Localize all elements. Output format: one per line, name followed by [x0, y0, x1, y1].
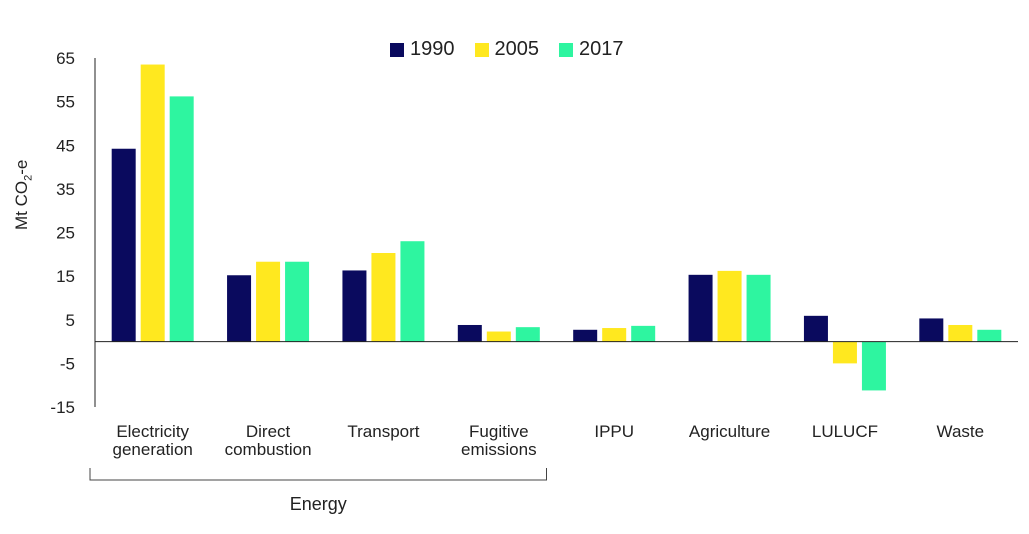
- x-category-label: Direct combustion: [225, 422, 312, 459]
- legend-label-1990: 1990: [410, 38, 455, 60]
- x-category-label: LULUCF: [812, 422, 878, 441]
- bar-1990: [111, 148, 136, 342]
- bar-2017: [977, 329, 1002, 342]
- x-category-label: IPPU: [594, 422, 634, 441]
- bar-2017: [400, 241, 425, 342]
- bar-2017: [169, 96, 194, 342]
- x-category-label: Transport: [347, 422, 419, 441]
- y-tick-label: 45: [56, 136, 75, 155]
- bar-2005: [486, 331, 511, 342]
- bar-2005: [832, 341, 857, 364]
- bar-1990: [342, 270, 367, 342]
- bar-1990: [803, 315, 828, 342]
- bar-2005: [717, 270, 742, 342]
- legend-label-2005: 2005: [494, 38, 540, 60]
- legend-swatch-2017: [559, 42, 573, 57]
- x-category-label: Waste: [937, 422, 985, 441]
- bar-1990: [457, 324, 482, 342]
- bar-2017: [515, 327, 540, 342]
- y-tick-label: 55: [56, 93, 75, 112]
- x-category-label: Fugitive emissions: [461, 422, 537, 459]
- y-tick-label: -15: [50, 398, 75, 417]
- x-axis-categories: Electricity generation Direct combustion Tra…: [113, 422, 985, 459]
- bar-2005: [371, 253, 396, 342]
- bar-1990: [688, 274, 713, 342]
- bar-2005: [948, 324, 973, 342]
- x-category-label: Agriculture: [689, 422, 770, 441]
- legend-swatch-1990: [390, 42, 404, 57]
- legend: 1990 2005 2017: [390, 38, 624, 61]
- y-tick-label: -5: [60, 354, 75, 373]
- legend-item-2005: 2005: [474, 38, 540, 61]
- y-tick-label: 15: [56, 267, 75, 286]
- energy-group-label: Energy: [290, 494, 347, 514]
- y-tick-label: 25: [56, 224, 75, 243]
- bar-1990: [227, 275, 252, 342]
- bar-2017: [285, 261, 310, 342]
- bar-1990: [573, 329, 598, 342]
- bar-2017: [861, 341, 886, 391]
- bars: [111, 64, 1002, 391]
- y-axis-ticks: 65 55 45 35 25 15 5 -5 -15: [50, 49, 75, 417]
- y-axis-label: Mt CO2-e: [12, 159, 35, 230]
- legend-item-1990: 1990: [390, 38, 455, 61]
- bar-2017: [631, 325, 656, 342]
- legend-swatch-2005: [474, 42, 489, 57]
- y-tick-label: 35: [56, 180, 75, 199]
- bar-2017: [746, 274, 771, 342]
- bar-2005: [256, 261, 281, 342]
- bar-1990: [919, 318, 944, 342]
- y-tick-label: 5: [66, 311, 75, 330]
- legend-label-2017: 2017: [579, 38, 624, 60]
- x-category-label: Electricity generation: [113, 422, 193, 459]
- bar-2005: [602, 328, 627, 342]
- legend-item-2017: 2017: [559, 38, 624, 61]
- energy-bracket: [89, 468, 547, 481]
- bar-2005: [140, 64, 165, 342]
- y-tick-label: 65: [56, 49, 75, 68]
